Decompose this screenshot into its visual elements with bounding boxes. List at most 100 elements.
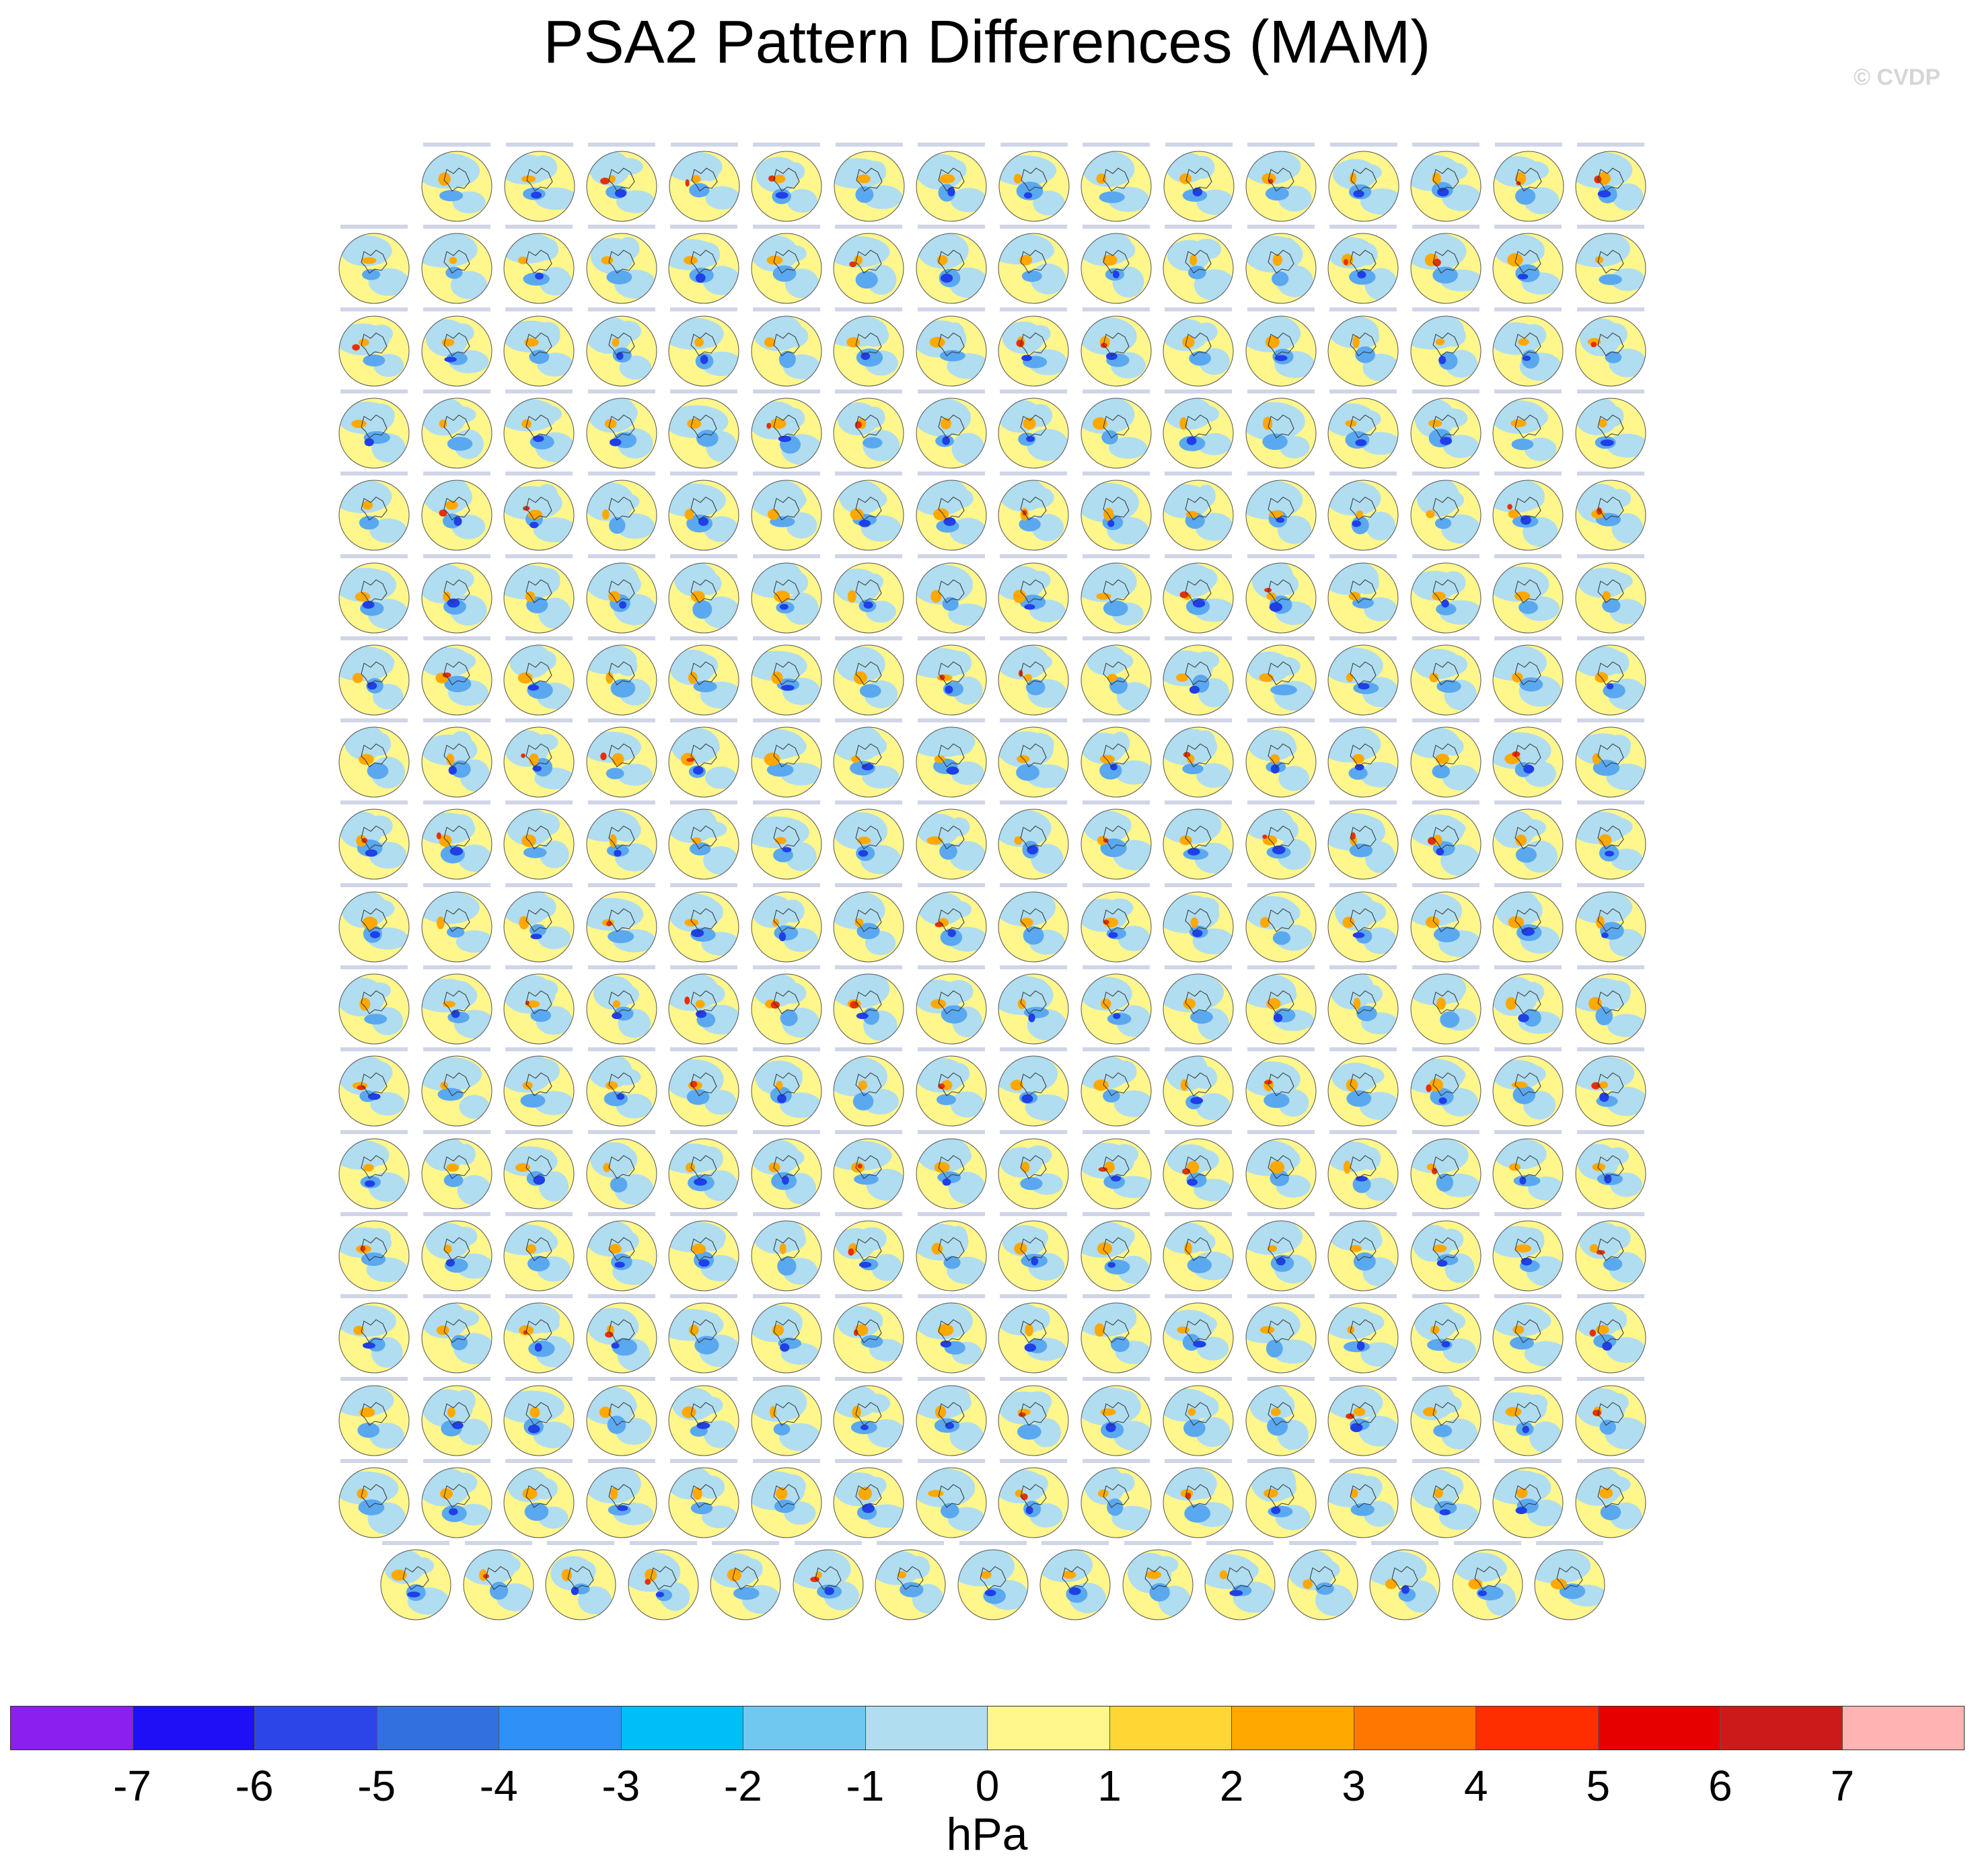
map-border xyxy=(668,891,739,963)
anomaly-blob xyxy=(1014,1242,1027,1255)
anomaly-blob xyxy=(1016,339,1025,347)
map-panel xyxy=(1326,554,1400,635)
antarctica-coastline xyxy=(1102,825,1130,850)
anomaly-blob xyxy=(700,1146,723,1170)
anomaly-blob xyxy=(1272,254,1282,266)
antarctica-coastline xyxy=(937,250,965,274)
anomaly-blob xyxy=(529,1406,540,1418)
anomaly-blob xyxy=(1312,1560,1340,1579)
panel-title-strip xyxy=(1082,718,1150,723)
anomaly-blob xyxy=(1432,266,1458,284)
antarctica-coastline xyxy=(1267,332,1294,357)
map-border xyxy=(1081,315,1151,387)
polar-map xyxy=(421,233,492,304)
panel-title-strip xyxy=(835,636,902,640)
antarctica-coastline xyxy=(361,1072,388,1097)
polar-map xyxy=(1081,1055,1151,1127)
colorbar-swatch xyxy=(1232,1706,1354,1750)
anomaly-blob xyxy=(772,265,796,283)
anomaly-blob xyxy=(694,1178,707,1186)
polar-map xyxy=(1081,1220,1151,1291)
anomaly-blob xyxy=(1266,998,1281,1010)
anomaly-blob xyxy=(1266,1417,1288,1435)
anomaly-blob xyxy=(1112,1013,1120,1019)
antarctica-coastline xyxy=(1597,908,1624,932)
anomaly-blob xyxy=(371,241,392,262)
anomaly-blob xyxy=(1099,755,1115,763)
antarctica-coastline xyxy=(1514,990,1541,1014)
antarctica-coastline xyxy=(1597,250,1624,274)
anomaly-blob xyxy=(1518,1014,1529,1022)
map-panel xyxy=(337,636,411,717)
map-panel xyxy=(1161,389,1235,470)
anomaly-blob xyxy=(1354,163,1382,181)
anomaly-blob xyxy=(1190,155,1214,179)
anomaly-blob xyxy=(1467,1579,1482,1589)
map-border xyxy=(338,973,410,1045)
panel-title-strip xyxy=(917,1047,985,1052)
panel-title-strip xyxy=(1412,389,1479,393)
anomaly-blob xyxy=(1029,158,1053,180)
map-border xyxy=(1245,891,1316,963)
polar-map xyxy=(916,562,986,633)
panel-title-strip xyxy=(1329,800,1397,805)
antarctica-coastline xyxy=(1102,414,1130,439)
map-border xyxy=(421,398,492,469)
map-border xyxy=(1410,315,1481,387)
panel-title-strip xyxy=(587,1294,655,1299)
anomaly-blob xyxy=(614,985,639,1005)
panel-title-strip xyxy=(423,1129,490,1134)
panel-title-strip xyxy=(340,389,408,393)
map-panel xyxy=(1491,225,1565,305)
polar-map xyxy=(463,1549,534,1620)
map-panel xyxy=(585,472,659,552)
polar-map xyxy=(751,973,821,1045)
map-border xyxy=(916,151,987,222)
anomaly-blob xyxy=(942,597,959,611)
panel-title-strip xyxy=(588,143,655,147)
anomaly-blob xyxy=(1099,838,1127,858)
anomaly-blob xyxy=(693,766,704,775)
map-border xyxy=(1081,398,1151,469)
anomaly-blob xyxy=(1265,186,1289,201)
colorbar-tick-label: -1 xyxy=(846,1762,885,1810)
anomaly-blob xyxy=(1102,254,1118,266)
anomaly-blob xyxy=(601,509,610,520)
anomaly-blob xyxy=(1401,1585,1410,1594)
map-panel xyxy=(750,636,824,717)
map-panel xyxy=(502,554,576,635)
polar-map xyxy=(998,151,1069,222)
panel-title-strip xyxy=(1000,1376,1067,1381)
map-panel xyxy=(1161,1376,1235,1458)
map-panel xyxy=(667,718,741,799)
panel-title-strip xyxy=(670,1376,737,1381)
colorbar-tick-label: 4 xyxy=(1463,1762,1488,1810)
anomaly-blob xyxy=(694,738,720,757)
anomaly-blob xyxy=(616,237,639,260)
panel-title-strip xyxy=(752,1129,820,1134)
panel-title-strip xyxy=(587,636,655,640)
polar-map xyxy=(751,151,822,222)
anomaly-blob xyxy=(1273,1013,1282,1022)
anomaly-blob xyxy=(614,572,641,595)
map-panel xyxy=(1161,554,1235,635)
anomaly-blob xyxy=(517,672,533,683)
map-panel xyxy=(462,1541,536,1622)
anomaly-blob xyxy=(368,982,391,999)
anomaly-blob xyxy=(521,175,536,183)
panel-title-strip xyxy=(423,965,490,969)
antarctica-coastline xyxy=(608,661,635,685)
panel-title-strip xyxy=(1000,1211,1067,1216)
map-panel xyxy=(832,636,906,717)
polar-map xyxy=(833,1055,904,1127)
anomaly-blob xyxy=(1435,848,1444,856)
map-panel xyxy=(585,554,659,635)
panel-title-strip xyxy=(1329,883,1397,887)
map-panel xyxy=(1326,883,1400,964)
panel-title-strip xyxy=(752,636,820,640)
map-border xyxy=(1081,644,1151,716)
anomaly-blob xyxy=(1438,355,1446,364)
anomaly-blob xyxy=(577,1561,596,1581)
map-panel xyxy=(1244,225,1318,305)
antarctica-coastline xyxy=(772,332,800,357)
